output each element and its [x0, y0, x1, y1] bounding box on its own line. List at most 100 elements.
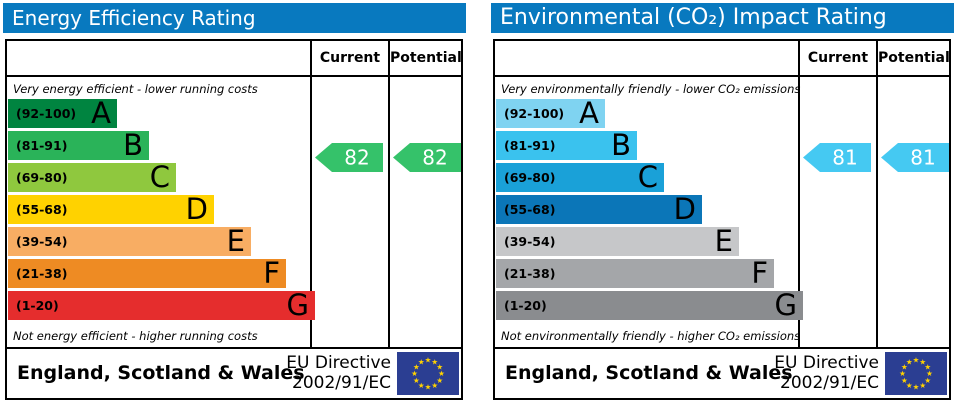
environmental-impact-rating-panel: Environmental (CO₂) Impact Rating Curren… — [490, 3, 955, 401]
eu-directive-line: 2002/91/EC — [292, 373, 391, 393]
potential-column-header: Potential — [390, 50, 462, 66]
band-letter: C — [149, 160, 170, 194]
band-letter: A — [91, 96, 111, 130]
band-b: (81-91) B — [8, 131, 149, 160]
current-rating-arrow: 81 — [803, 143, 871, 172]
svg-text:★: ★ — [899, 369, 906, 378]
energy-efficiency-rating-panel: Energy Efficiency Rating Current Potenti… — [2, 3, 467, 401]
svg-text:★: ★ — [901, 362, 908, 371]
svg-text:★: ★ — [913, 383, 920, 392]
svg-text:★: ★ — [919, 357, 926, 366]
band-range-label: (39-54) — [504, 234, 556, 249]
svg-text:★: ★ — [901, 376, 908, 385]
top-caption: Very energy efficient - lower running co… — [13, 82, 258, 96]
panel-title: Energy Efficiency Rating — [3, 3, 466, 33]
band-range-label: (81-91) — [16, 138, 68, 153]
svg-text:★: ★ — [926, 369, 933, 378]
svg-text:★: ★ — [924, 376, 931, 385]
svg-text:★: ★ — [436, 362, 443, 371]
column-divider — [388, 41, 390, 347]
band-e: (39-54) E — [496, 227, 739, 256]
svg-text:★: ★ — [924, 362, 931, 371]
band-letter: G — [286, 288, 309, 322]
band-g: (1-20) G — [8, 291, 315, 320]
svg-text:★: ★ — [438, 369, 445, 378]
column-divider — [876, 41, 878, 347]
current-rating-arrow: 82 — [315, 143, 383, 172]
band-range-label: (55-68) — [504, 202, 556, 217]
svg-text:82: 82 — [344, 146, 369, 170]
eu-flag-icon: ★ ★ ★ ★ ★ ★ ★ ★ ★ ★ ★ ★ — [397, 352, 459, 395]
eu-directive-label: EU Directive 2002/91/EC — [774, 353, 879, 393]
footer: England, Scotland & Wales EU Directive 2… — [495, 347, 949, 398]
svg-text:★: ★ — [906, 357, 913, 366]
column-header-row: Current Potential — [7, 41, 462, 77]
eu-directive-line: EU Directive — [286, 353, 391, 373]
band-f: (21-38) F — [496, 259, 774, 288]
rating-chart: Current Potential Very environmentally f… — [493, 39, 951, 400]
band-range-label: (39-54) — [16, 234, 68, 249]
band-letter: F — [751, 256, 768, 290]
svg-text:★: ★ — [436, 376, 443, 385]
band-f: (21-38) F — [8, 259, 286, 288]
band-b: (81-91) B — [496, 131, 637, 160]
region-label: England, Scotland & Wales — [17, 362, 305, 384]
band-range-label: (21-38) — [504, 266, 556, 281]
svg-text:★: ★ — [413, 376, 420, 385]
svg-text:★: ★ — [425, 356, 432, 365]
band-a: (92-100) A — [8, 99, 117, 128]
bottom-caption: Not environmentally friendly - higher CO… — [501, 329, 801, 343]
column-divider — [310, 41, 312, 347]
svg-text:★: ★ — [411, 369, 418, 378]
panel-title: Environmental (CO₂) Impact Rating — [491, 3, 954, 33]
band-letter: D — [673, 192, 696, 226]
svg-text:★: ★ — [425, 383, 432, 392]
band-letter: A — [579, 96, 599, 130]
band-letter: G — [774, 288, 797, 322]
rating-chart: Current Potential Very energy efficient … — [5, 39, 463, 400]
svg-text:★: ★ — [919, 381, 926, 390]
svg-text:81: 81 — [832, 146, 857, 170]
band-d: (55-68) D — [8, 195, 214, 224]
band-a: (92-100) A — [496, 99, 605, 128]
band-e: (39-54) E — [8, 227, 251, 256]
svg-text:★: ★ — [418, 381, 425, 390]
band-range-label: (81-91) — [504, 138, 556, 153]
svg-text:★: ★ — [431, 381, 438, 390]
eu-directive-label: EU Directive 2002/91/EC — [286, 353, 391, 393]
band-range-label: (1-20) — [504, 298, 547, 313]
bottom-caption: Not energy efficient - higher running co… — [13, 329, 258, 343]
potential-rating-arrow: 82 — [393, 143, 461, 172]
svg-text:★: ★ — [906, 381, 913, 390]
top-caption: Very environmentally friendly - lower CO… — [501, 82, 801, 96]
current-column-header: Current — [319, 50, 381, 66]
potential-column-header: Potential — [878, 50, 950, 66]
column-header-row: Current Potential — [495, 41, 950, 77]
band-letter: B — [611, 128, 631, 162]
potential-rating-arrow: 81 — [881, 143, 949, 172]
eu-directive-line: EU Directive — [774, 353, 879, 373]
band-c: (69-80) C — [8, 163, 176, 192]
rating-bands: (92-100) A (81-91) B (69-80) C (55-68) D (39-54)… — [8, 99, 315, 323]
band-range-label: (92-100) — [16, 106, 77, 121]
current-column-header: Current — [807, 50, 869, 66]
footer: England, Scotland & Wales EU Directive 2… — [7, 347, 461, 398]
band-range-label: (69-80) — [504, 170, 556, 185]
band-c: (69-80) C — [496, 163, 664, 192]
band-letter: E — [226, 224, 245, 258]
svg-text:★: ★ — [431, 357, 438, 366]
band-d: (55-68) D — [496, 195, 702, 224]
band-range-label: (92-100) — [504, 106, 565, 121]
band-letter: B — [123, 128, 143, 162]
column-divider — [798, 41, 800, 347]
svg-text:★: ★ — [418, 357, 425, 366]
svg-text:82: 82 — [422, 146, 447, 170]
band-letter: E — [714, 224, 733, 258]
band-letter: C — [637, 160, 658, 194]
eu-directive-line: 2002/91/EC — [780, 373, 879, 393]
band-range-label: (69-80) — [16, 170, 68, 185]
band-g: (1-20) G — [496, 291, 803, 320]
svg-text:81: 81 — [910, 146, 935, 170]
region-label: England, Scotland & Wales — [505, 362, 793, 384]
